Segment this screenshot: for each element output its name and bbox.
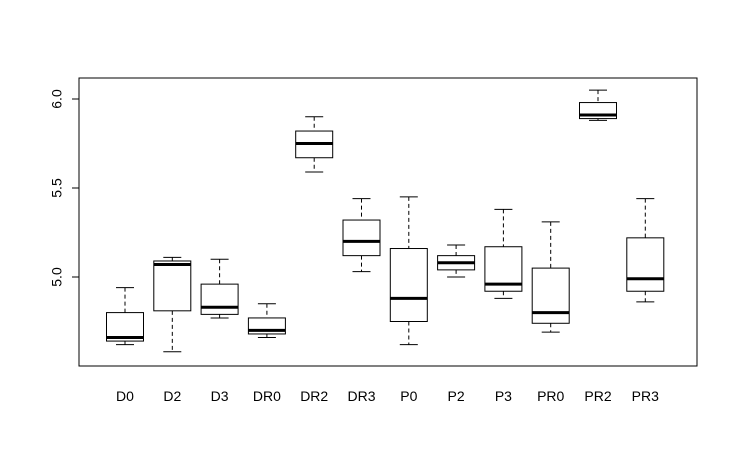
x-tick-label: PR0 [537, 388, 564, 404]
x-tick-label: P2 [448, 388, 465, 404]
box-d3 [200, 258, 239, 319]
y-tick-label: 5.5 [49, 178, 65, 198]
iqr-box [153, 260, 192, 312]
plot-frame [78, 77, 698, 367]
iqr-box [626, 237, 665, 292]
x-axis-labels: D0 D2 D3 DR0 DR2 DR3 P0 P2 P3 PR0 PR2 PR3 [116, 388, 659, 404]
box-dr3 [342, 198, 381, 273]
box-pr0 [531, 221, 570, 333]
box-p0 [389, 196, 428, 346]
boxes-layer [106, 89, 665, 353]
box-d0 [106, 287, 144, 346]
iqr-box [531, 267, 570, 324]
x-tick-label: PR2 [584, 388, 611, 404]
y-tick-label: 5.0 [49, 267, 65, 287]
y-tick-label: 6.0 [49, 89, 65, 109]
x-tick-label: D0 [116, 388, 134, 404]
x-tick-label: DR0 [253, 388, 281, 404]
x-tick-label: P3 [495, 388, 512, 404]
x-tick-label: D2 [163, 388, 181, 404]
box-p3 [484, 208, 523, 299]
x-tick-label: DR3 [347, 388, 375, 404]
x-tick-label: P0 [400, 388, 417, 404]
iqr-box [200, 283, 239, 315]
box-d2 [153, 256, 192, 353]
box-pr2 [579, 89, 617, 121]
box-p2 [437, 244, 476, 278]
box-dr0 [247, 303, 286, 339]
x-tick-label: D3 [211, 388, 229, 404]
y-axis: 5.0 5.5 6.0 [49, 89, 80, 287]
iqr-box [342, 219, 381, 257]
box-dr2 [295, 116, 334, 173]
box-pr3 [626, 198, 665, 303]
x-tick-label: PR3 [632, 388, 659, 404]
iqr-box [389, 248, 428, 323]
x-tick-label: DR2 [300, 388, 328, 404]
